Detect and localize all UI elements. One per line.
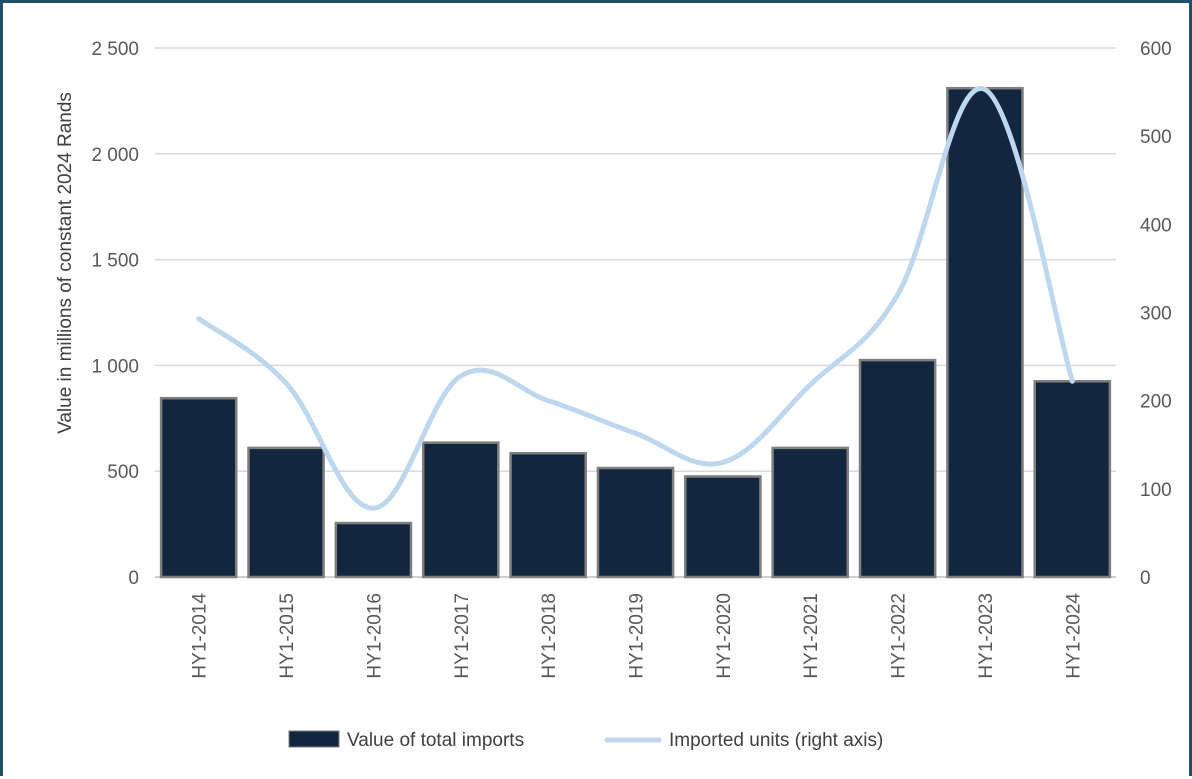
y-tick-label: 1 000 bbox=[91, 356, 139, 377]
imported-units-line bbox=[196, 86, 1075, 511]
x-tick-label: HY1-2018 bbox=[539, 593, 560, 679]
x-tick-label: HY1-2014 bbox=[190, 593, 211, 679]
bar bbox=[247, 446, 325, 579]
y-tick-label: 1 500 bbox=[91, 251, 139, 272]
line-series bbox=[196, 86, 1075, 511]
x-tick-label: HY1-2019 bbox=[627, 593, 648, 679]
y2-tick-label: 600 bbox=[1140, 39, 1172, 60]
right-axis-ticks: 0 100 200 300 400 500 600 bbox=[1140, 39, 1172, 589]
y2-tick-label: 100 bbox=[1140, 480, 1172, 501]
y-tick-label: 2 000 bbox=[91, 145, 139, 166]
y-tick-label: 2 500 bbox=[91, 39, 139, 60]
legend-label-bars: Value of total imports bbox=[347, 730, 524, 751]
legend-swatch-bars bbox=[288, 730, 340, 748]
bar bbox=[596, 466, 675, 579]
combo-chart: 0 500 1 000 1 500 2 000 2 500 0 100 200 300 400 50… bbox=[55, 39, 1172, 751]
legend-label-line: Imported units (right axis) bbox=[669, 730, 883, 751]
bar bbox=[421, 441, 500, 579]
bar-series bbox=[159, 86, 1112, 579]
bar bbox=[946, 86, 1024, 579]
x-tick-label: HY1-2022 bbox=[889, 593, 910, 679]
y2-tick-label: 0 bbox=[1140, 568, 1151, 589]
x-tick-label: HY1-2023 bbox=[976, 593, 997, 679]
bar bbox=[159, 396, 238, 579]
x-axis-ticks: HY1-2014 HY1-2015 HY1-2016 HY1-2017 HY1-2018… bbox=[190, 593, 1085, 679]
y-tick-label: 500 bbox=[107, 462, 139, 483]
y2-tick-label: 200 bbox=[1140, 392, 1172, 413]
bar bbox=[334, 521, 413, 579]
bar bbox=[858, 358, 937, 579]
x-tick-label: HY1-2015 bbox=[277, 593, 298, 679]
y2-tick-label: 400 bbox=[1140, 215, 1172, 236]
bar bbox=[509, 451, 587, 579]
y2-tick-label: 300 bbox=[1140, 304, 1172, 325]
legend: Value of total imports Imported units (r… bbox=[288, 730, 883, 751]
x-tick-label: HY1-2016 bbox=[364, 593, 385, 679]
left-axis-ticks: 0 500 1 000 1 500 2 000 2 500 bbox=[91, 39, 139, 589]
x-tick-label: HY1-2024 bbox=[1063, 593, 1084, 679]
x-tick-label: HY1-2021 bbox=[801, 593, 822, 679]
bar bbox=[771, 446, 850, 579]
y-tick-label: 0 bbox=[128, 568, 139, 589]
bar bbox=[1033, 380, 1112, 579]
y-axis-title: Value in millions of constant 2024 Rands bbox=[55, 92, 76, 434]
bar bbox=[684, 475, 762, 579]
y2-tick-label: 500 bbox=[1140, 127, 1172, 148]
x-tick-label: HY1-2017 bbox=[452, 593, 473, 679]
x-tick-label: HY1-2020 bbox=[714, 593, 735, 679]
